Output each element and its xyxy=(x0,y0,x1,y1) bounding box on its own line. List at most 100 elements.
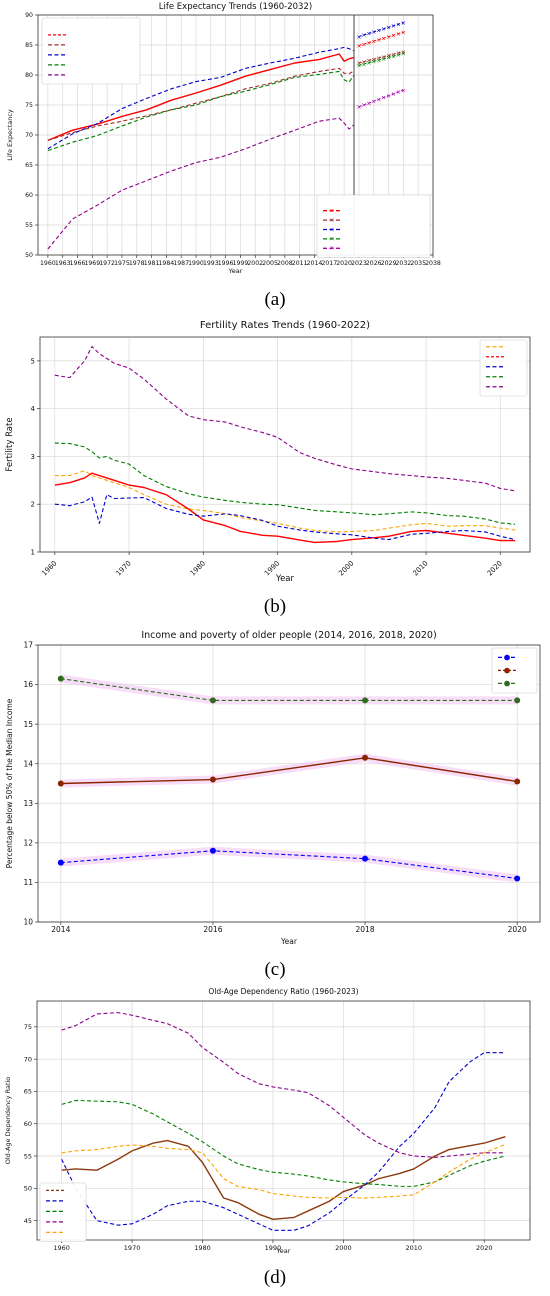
projection-marker: × xyxy=(361,60,366,68)
projection-marker: × xyxy=(386,92,391,100)
legend-marker: ● xyxy=(504,666,511,675)
data-point-ITA xyxy=(209,776,216,783)
x-tick-label: 1966 xyxy=(70,260,86,267)
x-tick-label: 1990 xyxy=(188,260,204,267)
x-tick-label: 2014 xyxy=(51,925,70,934)
series-line-ITA xyxy=(47,53,355,142)
legend-marker: × xyxy=(329,226,334,233)
data-point-ITA xyxy=(514,778,521,785)
projection-marker: × xyxy=(356,59,361,67)
y-tick-label: 13 xyxy=(23,799,33,808)
y-tick-label: 12 xyxy=(23,838,33,847)
projection-marker: × xyxy=(371,28,376,36)
x-tick-label: 2023 xyxy=(351,260,367,267)
series-line-ITA xyxy=(54,472,516,544)
x-tick-label: 1980 xyxy=(194,1244,211,1252)
chart-title: Fertility Rates Trends (1960-2022) xyxy=(200,320,370,331)
projection-marker: × xyxy=(356,103,361,111)
projection-line xyxy=(358,22,404,38)
x-tick-label: 2038 xyxy=(425,260,441,267)
legend-marker: ● xyxy=(504,679,511,688)
plot-area xyxy=(37,1001,530,1240)
projection-marker: × xyxy=(361,31,366,39)
y-tick-label: 75 xyxy=(25,102,33,109)
plot-frame xyxy=(37,644,541,923)
series-line-EUU xyxy=(47,67,355,141)
projection-marker: × xyxy=(401,86,406,94)
y-tick-label: 90 xyxy=(25,12,33,19)
y-tick-label: 80 xyxy=(25,72,33,79)
series-line-OED xyxy=(60,850,518,880)
y-tick-label: 4 xyxy=(31,405,36,413)
series-line-WLD xyxy=(47,117,355,250)
x-tick-label: 2020 xyxy=(486,559,504,577)
x-tick-label: 2005 xyxy=(262,260,278,267)
projection-marker: × xyxy=(361,40,366,48)
plot-frame xyxy=(37,14,434,256)
chart-panel-3: 1960 1970 1980 1990 2000 2010 2020 45 50 55 60 65 70… xyxy=(4,987,531,1288)
projection-marker: × xyxy=(386,33,391,41)
x-tick-label: 2010 xyxy=(406,1244,423,1252)
projection-marker: × xyxy=(366,59,371,67)
x-tick-label: 2029 xyxy=(381,260,397,267)
x-tick-label: 2002 xyxy=(247,260,263,267)
x-tick-label: 2026 xyxy=(366,260,382,267)
x-tick-label: 1996 xyxy=(218,260,234,267)
data-point-JPN xyxy=(209,697,216,704)
y-tick-label: 2 xyxy=(31,501,35,509)
y-tick-label: 60 xyxy=(24,1120,32,1128)
x-tick-label: 2017 xyxy=(321,260,337,267)
projection-marker: × xyxy=(381,55,386,63)
projection-marker: × xyxy=(366,99,371,107)
x-tick-label: 2011 xyxy=(292,260,308,267)
projection-marker: × xyxy=(401,28,406,36)
y-tick-label: 50 xyxy=(24,1185,32,1193)
projection-marker: × xyxy=(396,49,401,57)
series-line-EU xyxy=(61,1143,506,1199)
data-point-OED xyxy=(514,875,521,882)
x-tick-label: 2020 xyxy=(476,1244,493,1252)
chart-title: Old-Age Dependency Ratio (1960-2023) xyxy=(208,987,358,996)
projection-marker: × xyxy=(361,58,366,66)
chart-title: Income and poverty of older people (2014… xyxy=(141,630,436,641)
x-tick-label: 2018 xyxy=(356,925,375,934)
projection-marker: × xyxy=(401,19,406,27)
series-line-Japan xyxy=(61,1052,506,1231)
plot-frame xyxy=(39,336,531,553)
series-line-ITA xyxy=(60,757,518,785)
projection-marker: × xyxy=(386,23,391,31)
y-tick-label: 70 xyxy=(24,1055,32,1063)
series-line-OED xyxy=(47,70,355,152)
series-line-OECD xyxy=(61,1099,506,1187)
x-tick-label: 1963 xyxy=(55,260,71,267)
x-tick-label: 2014 xyxy=(307,260,323,267)
legend-box xyxy=(39,1182,87,1242)
y-axis-label: Old-Age Dependency Ratio xyxy=(4,1077,12,1165)
projection-marker: × xyxy=(376,27,381,35)
x-tick-label: 1999 xyxy=(233,260,249,267)
legend-box xyxy=(479,339,528,397)
x-tick-label: 1993 xyxy=(203,260,219,267)
y-tick-label: 60 xyxy=(25,192,33,199)
projection-marker: × xyxy=(366,57,371,65)
projection-marker: × xyxy=(401,48,406,56)
projection-marker: × xyxy=(371,37,376,45)
projection-line xyxy=(358,89,404,108)
series-line-JPN xyxy=(60,678,518,701)
x-tick-label: 2020 xyxy=(508,925,527,934)
series-line-World xyxy=(61,1012,506,1158)
chart-panel-0: 1960 1963 1966 1969 1972 1975 1978 1981 1984 1987… xyxy=(6,2,441,310)
chart-panel-1: 1960 1970 1980 1990 2000 2010 202012345Fertili… xyxy=(5,320,531,617)
y-tick-label: 17 xyxy=(23,641,33,650)
x-tick-label: 1970 xyxy=(124,1244,141,1252)
legend-marker: × xyxy=(329,217,334,224)
x-tick-label: 2032 xyxy=(396,260,412,267)
y-tick-label: 55 xyxy=(25,222,33,229)
x-tick-label: 1975 xyxy=(114,260,130,267)
y-tick-label: 50 xyxy=(25,252,33,259)
x-axis-label: Year xyxy=(280,937,298,946)
projection-marker: × xyxy=(376,54,381,62)
x-tick-label: 1981 xyxy=(144,260,160,267)
y-tick-label: 75 xyxy=(24,1023,32,1031)
